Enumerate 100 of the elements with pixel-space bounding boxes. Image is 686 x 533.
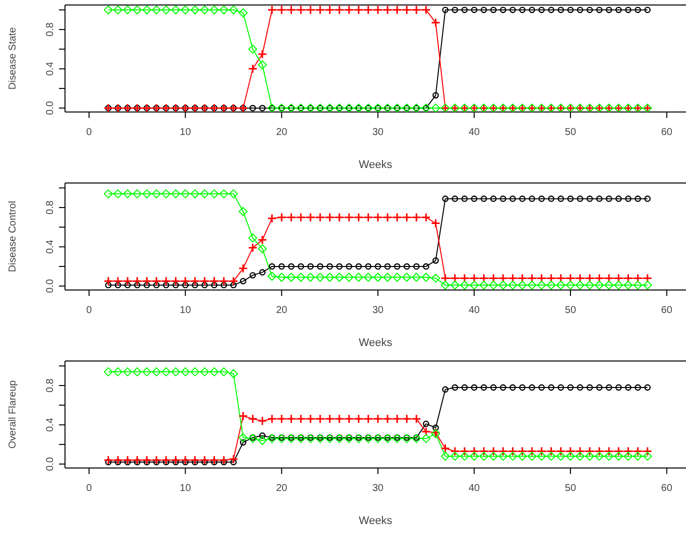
point — [537, 280, 546, 290]
point — [171, 367, 180, 376]
point — [576, 196, 584, 202]
point — [586, 384, 593, 391]
point — [500, 6, 506, 14]
point — [488, 280, 498, 290]
point — [298, 434, 304, 441]
x-tick-label: 60 — [661, 127, 673, 138]
point — [488, 273, 498, 283]
point — [422, 263, 430, 270]
point — [334, 212, 344, 222]
point — [240, 439, 246, 446]
point — [450, 273, 460, 283]
point — [528, 384, 536, 391]
y-tick-label: 0.0 — [45, 100, 56, 116]
point — [373, 272, 382, 282]
point — [211, 282, 218, 288]
x-tick-label: 20 — [276, 127, 288, 138]
point — [132, 5, 142, 14]
point — [334, 272, 344, 282]
y-tick-label: 0.8 — [45, 200, 56, 214]
point — [623, 446, 633, 456]
point — [144, 282, 150, 288]
point — [584, 446, 594, 456]
point — [460, 280, 470, 290]
point — [113, 276, 123, 286]
point — [228, 189, 238, 198]
point — [606, 196, 612, 202]
point — [450, 452, 460, 461]
point — [180, 189, 190, 198]
point — [606, 6, 612, 14]
point — [538, 6, 545, 14]
point — [373, 414, 383, 424]
y-axis-title: Disease Control — [8, 200, 19, 272]
point — [230, 282, 237, 288]
point — [170, 455, 180, 465]
point — [286, 212, 296, 222]
point — [152, 455, 162, 465]
point — [104, 455, 114, 465]
point — [633, 273, 643, 283]
point — [576, 452, 585, 461]
point — [152, 367, 161, 376]
point — [316, 272, 325, 282]
point — [354, 272, 364, 282]
point — [510, 384, 516, 391]
point — [508, 280, 518, 290]
point — [209, 455, 219, 465]
point — [452, 196, 458, 202]
y-tick-label: 0.4 — [45, 417, 56, 432]
point — [470, 6, 478, 14]
point — [182, 458, 189, 466]
point — [336, 263, 343, 270]
point — [623, 273, 633, 283]
point — [460, 273, 470, 283]
point — [479, 446, 489, 456]
point — [228, 369, 238, 378]
point — [470, 280, 479, 290]
point — [586, 196, 593, 202]
point — [546, 452, 556, 461]
point — [276, 212, 286, 222]
point — [498, 446, 508, 456]
x-tick-label: 40 — [468, 305, 480, 316]
point — [286, 272, 296, 282]
point — [548, 6, 554, 14]
point — [566, 446, 576, 456]
point — [382, 212, 392, 222]
point — [633, 280, 642, 290]
point — [604, 446, 614, 456]
point — [528, 6, 536, 14]
point — [325, 414, 335, 424]
x-tick-label: 0 — [86, 127, 92, 138]
point — [392, 414, 402, 424]
point — [364, 434, 373, 444]
point — [190, 276, 200, 286]
point — [567, 196, 574, 202]
point — [286, 434, 296, 444]
point — [480, 196, 488, 202]
point — [180, 276, 190, 286]
point — [172, 282, 179, 288]
point — [373, 5, 383, 15]
point — [142, 455, 152, 465]
point — [634, 196, 642, 202]
point — [142, 276, 152, 286]
point — [230, 458, 237, 466]
x-tick-label: 10 — [180, 483, 192, 494]
point — [142, 367, 152, 376]
point — [566, 452, 575, 461]
point — [132, 367, 142, 376]
point — [527, 446, 537, 456]
point — [518, 280, 527, 290]
point — [354, 5, 364, 15]
point — [114, 282, 122, 288]
point — [558, 196, 564, 202]
point — [200, 455, 210, 465]
point — [527, 280, 536, 290]
point — [490, 6, 497, 14]
point — [594, 452, 604, 461]
point — [307, 263, 314, 270]
point — [538, 196, 545, 202]
point — [450, 280, 460, 290]
